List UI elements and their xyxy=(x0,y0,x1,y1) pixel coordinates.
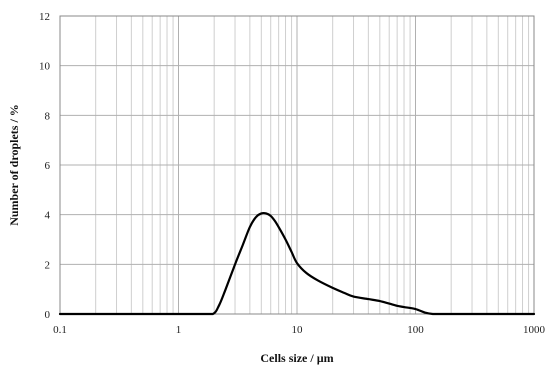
y-axis-title: Number of droplets / % xyxy=(7,104,21,226)
y-tick-label: 4 xyxy=(45,210,51,222)
x-tick-label: 1 xyxy=(176,324,182,336)
tick-labels: 0.1 1 10 100 1000 0 2 4 6 8 10 12 xyxy=(39,11,546,336)
y-tick-label: 12 xyxy=(39,11,50,23)
y-tick-label: 6 xyxy=(45,160,51,172)
x-axis-title: Cells size / µm xyxy=(260,351,333,365)
grid xyxy=(59,15,534,315)
plot-frame xyxy=(59,15,535,315)
y-tick-label: 8 xyxy=(45,110,51,122)
x-tick-label: 100 xyxy=(407,324,424,336)
y-tick-label: 0 xyxy=(45,309,51,321)
x-tick-label: 0.1 xyxy=(53,324,67,336)
y-tick-label: 10 xyxy=(39,61,51,73)
y-tick-label: 2 xyxy=(45,259,51,271)
x-tick-label: 10 xyxy=(292,324,304,336)
series-line xyxy=(58,211,536,316)
x-tick-label: 1000 xyxy=(523,324,546,336)
